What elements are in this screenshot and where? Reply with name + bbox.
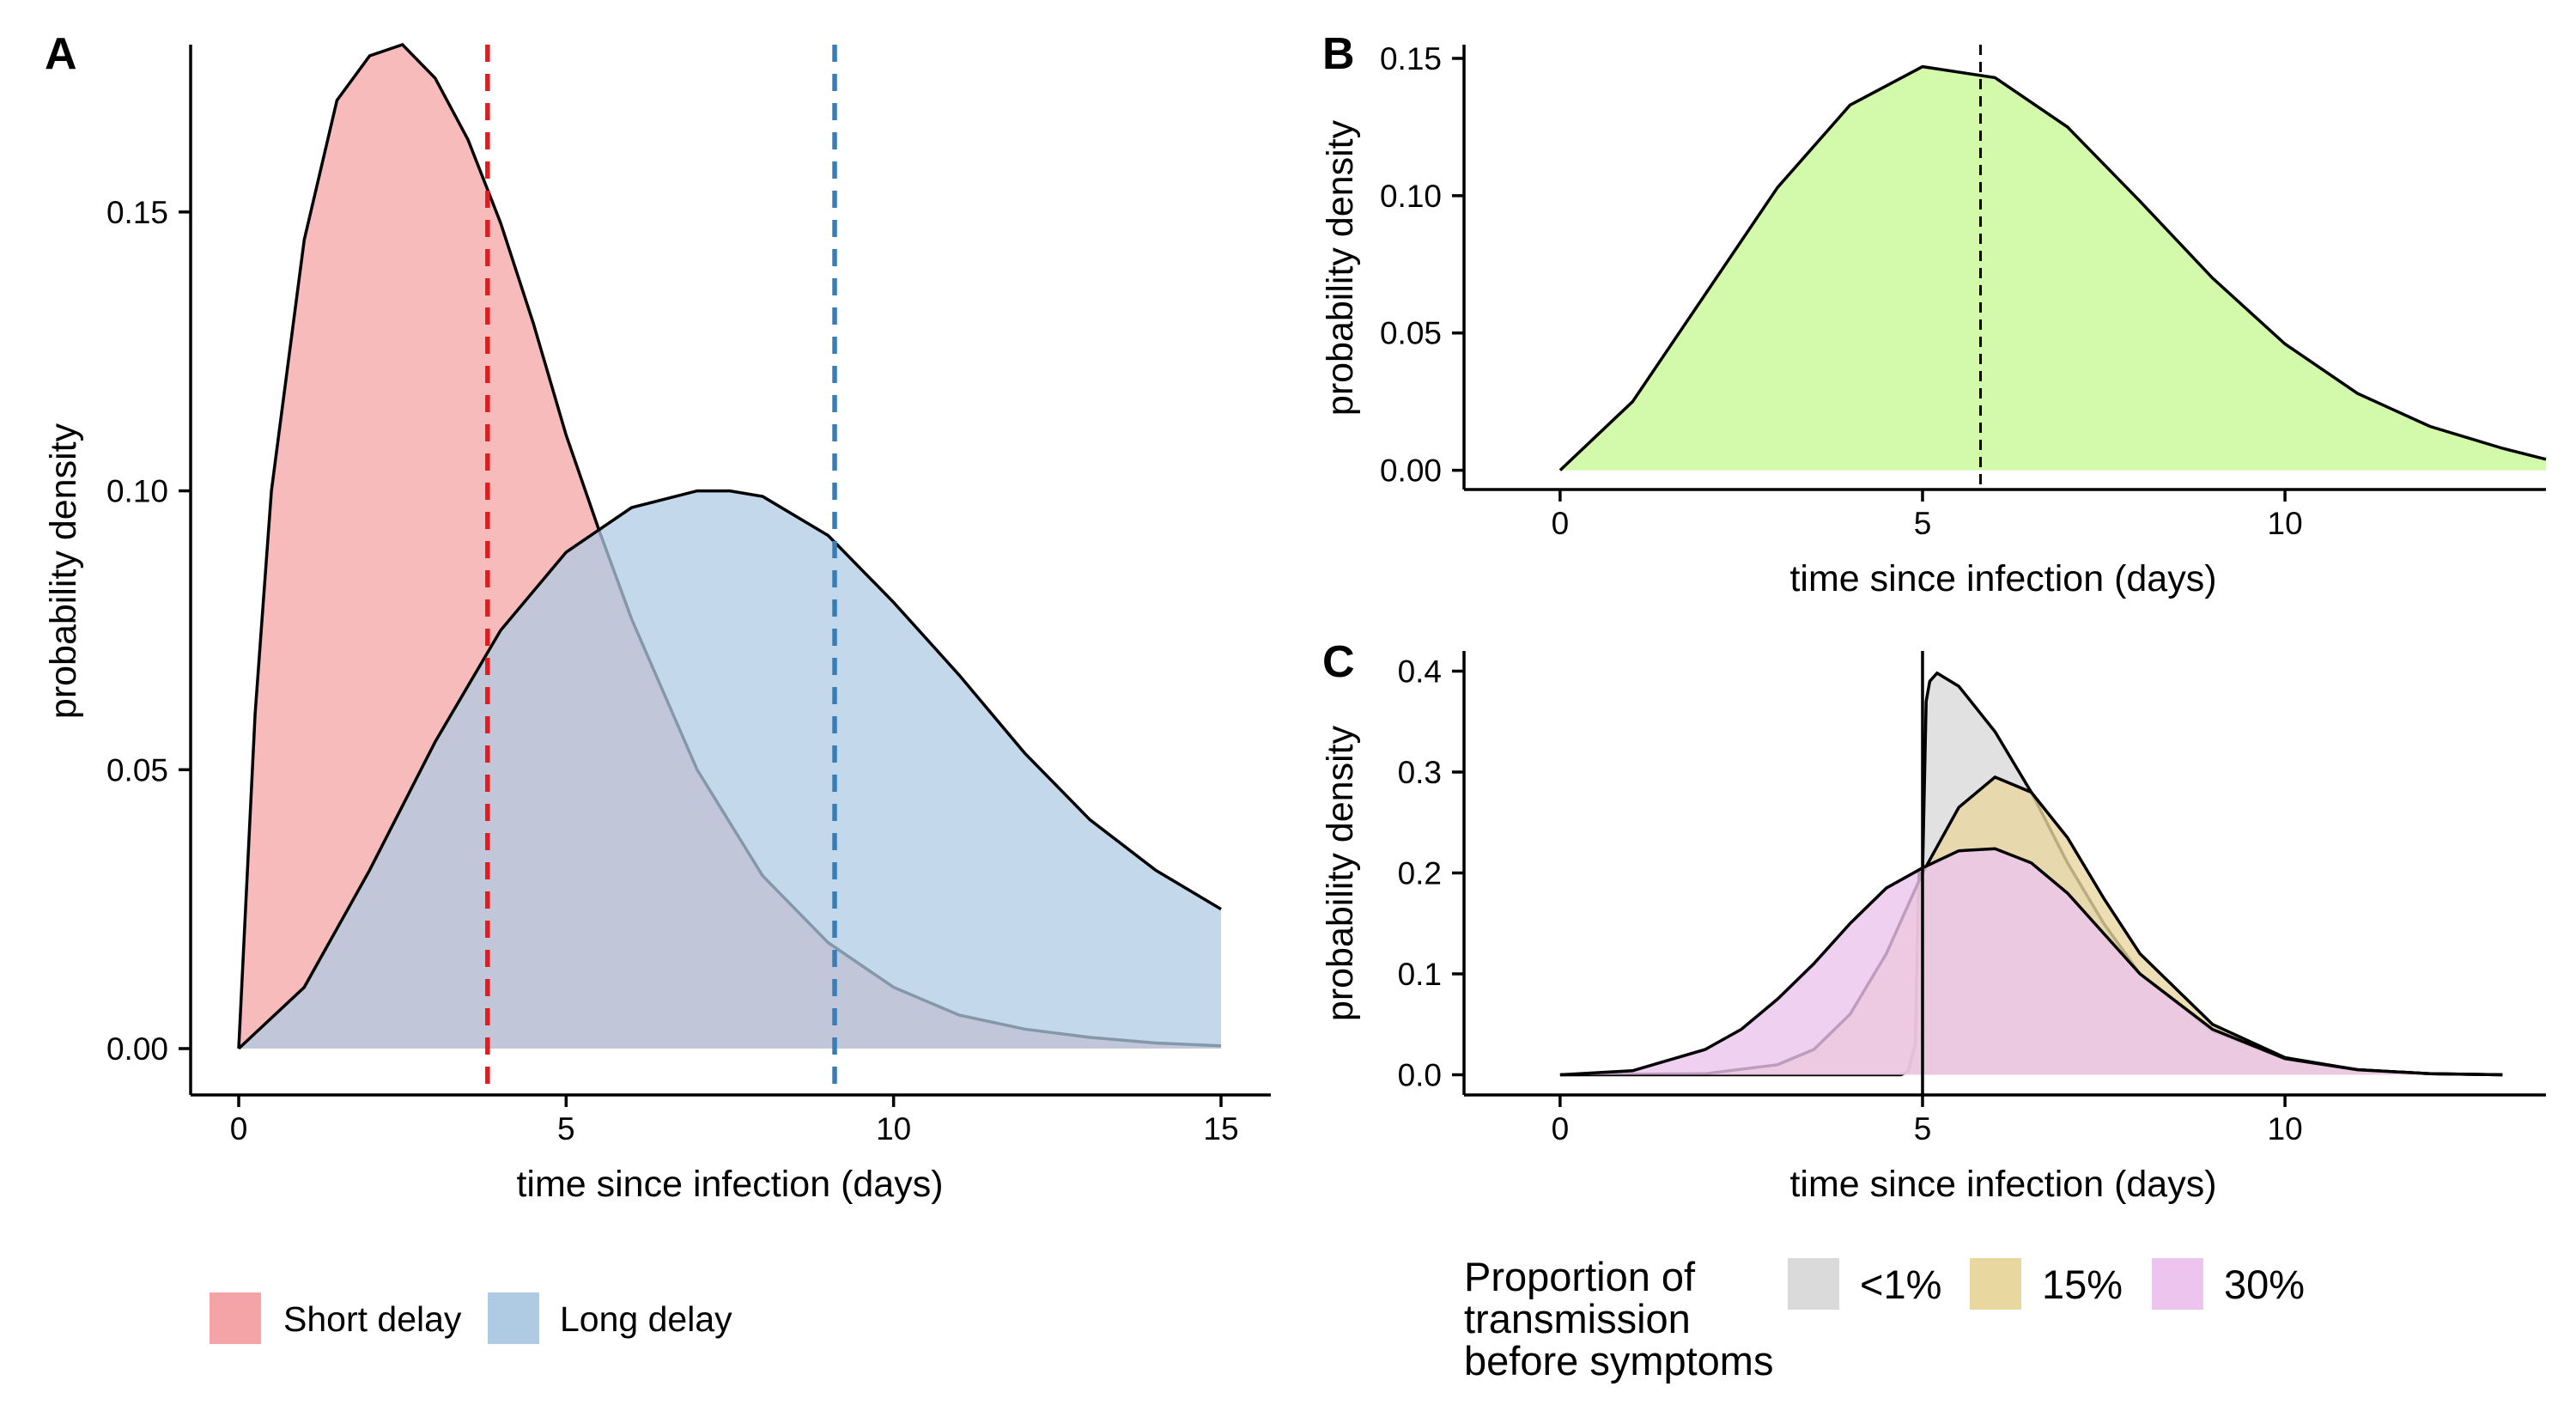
panel-b-y-ticks: 0.00 0.05 0.10 0.15	[1380, 41, 1464, 489]
panel-c-curve-30pct	[1559, 847, 2503, 1077]
legend-label-15pct: 15%	[2042, 1262, 2123, 1307]
panel-b-x-tick-label: 5	[1914, 506, 1932, 541]
panel-b-x-tick-label: 0	[1552, 506, 1570, 541]
panel-b: B 0 5 10 0.00 0.05 0.10 0.15 time since infec…	[1320, 29, 2547, 599]
legend-label-lt1pct: <1%	[1860, 1262, 1941, 1307]
panel-a-x-ticks: 0 5 10 15	[230, 1095, 1239, 1146]
legend-title-line-3: before symptoms	[1464, 1338, 1773, 1384]
panel-b-y-tick-label: 0.00	[1380, 453, 1442, 489]
panel-a-curve-long-delay	[237, 489, 1222, 1050]
panel-a-x-axis-title: time since infection (days)	[516, 1164, 943, 1205]
legend-title-line-2: transmission	[1464, 1296, 1691, 1341]
panel-b-y-tick-label: 0.15	[1380, 41, 1442, 76]
legend-swatch-lt1pct	[1788, 1258, 1839, 1310]
panel-c-y-tick-label: 0.1	[1398, 957, 1442, 992]
legend-swatch-15pct	[1970, 1258, 2021, 1310]
panel-c-legend: Proportion of transmission before sympto…	[1464, 1254, 2305, 1384]
legend-title: Proportion of transmission before sympto…	[1464, 1254, 1773, 1384]
panel-c-plot-area	[1559, 651, 2503, 1095]
panel-c-y-tick-label: 0.2	[1398, 856, 1442, 891]
panel-b-x-tick-label: 10	[2268, 506, 2303, 541]
legend-label-long-delay: Long delay	[560, 1299, 732, 1339]
panel-a-x-tick-label: 10	[876, 1111, 911, 1146]
panel-a-plot-area	[237, 42, 1222, 1095]
panel-label-c: C	[1322, 637, 1355, 687]
panel-b-y-tick-label: 0.10	[1380, 179, 1442, 214]
panel-a-y-tick-label: 0.10	[106, 474, 168, 509]
panel-a-area-long-delay	[239, 490, 1221, 1049]
panel-label-b: B	[1322, 29, 1355, 79]
panel-a-y-axis-title: probability density	[43, 423, 84, 719]
panel-b-x-axis-title: time since infection (days)	[1789, 558, 2216, 599]
panel-c-x-tick-label: 0	[1552, 1111, 1570, 1146]
panel-c-area-30pct	[1559, 848, 2503, 1075]
panel-a-y-tick-label: 0.00	[106, 1031, 168, 1067]
panel-c-y-ticks: 0.0 0.1 0.2 0.3 0.4	[1398, 654, 1464, 1093]
panel-c-x-ticks: 0 5 10	[1552, 1095, 2303, 1146]
legend-swatch-30pct	[2152, 1258, 2203, 1310]
panel-a-y-tick-label: 0.15	[106, 195, 168, 230]
panel-a-x-tick-label: 5	[557, 1111, 575, 1146]
panel-c-y-tick-label: 0.3	[1398, 755, 1442, 790]
panel-b-plot-area	[1558, 45, 2547, 490]
panel-b-x-ticks: 0 5 10	[1552, 490, 2303, 541]
panel-c-x-tick-label: 10	[2268, 1111, 2303, 1146]
panel-label-a: A	[45, 29, 77, 79]
panel-a-legend: Short delay Long delay	[210, 1292, 732, 1344]
panel-c-y-tick-label: 0.0	[1398, 1058, 1442, 1093]
panel-b-y-tick-label: 0.05	[1380, 316, 1442, 351]
legend-label-short-delay: Short delay	[283, 1299, 462, 1339]
legend-label-30pct: 30%	[2224, 1262, 2305, 1307]
panel-b-y-axis-title: probability density	[1320, 119, 1361, 416]
panel-a: A 0 5 10 15 0.00 0.05 0.10 0.15 time since inf…	[43, 29, 1271, 1344]
panel-a-x-tick-label: 0	[230, 1111, 248, 1146]
panel-c-x-axis-title: time since infection (days)	[1789, 1164, 2216, 1205]
panel-a-y-tick-label: 0.05	[106, 752, 168, 788]
panel-a-x-tick-label: 15	[1203, 1111, 1238, 1146]
panel-c-y-tick-label: 0.4	[1398, 654, 1442, 690]
panel-b-area-density	[1559, 66, 2546, 471]
panel-c: C 0 5 10 0.0 0.1 0.2 0.3 0.4 time since infect…	[1320, 637, 2546, 1384]
panel-b-curve-density	[1558, 64, 2547, 471]
panel-c-x-tick-label: 5	[1914, 1111, 1932, 1146]
legend-swatch-short-delay	[210, 1292, 261, 1344]
panel-a-y-ticks: 0.00 0.05 0.10 0.15	[106, 195, 191, 1067]
legend-swatch-long-delay	[488, 1292, 539, 1344]
legend-title-line-1: Proportion of	[1464, 1254, 1696, 1299]
panel-c-y-axis-title: probability density	[1320, 725, 1361, 1021]
